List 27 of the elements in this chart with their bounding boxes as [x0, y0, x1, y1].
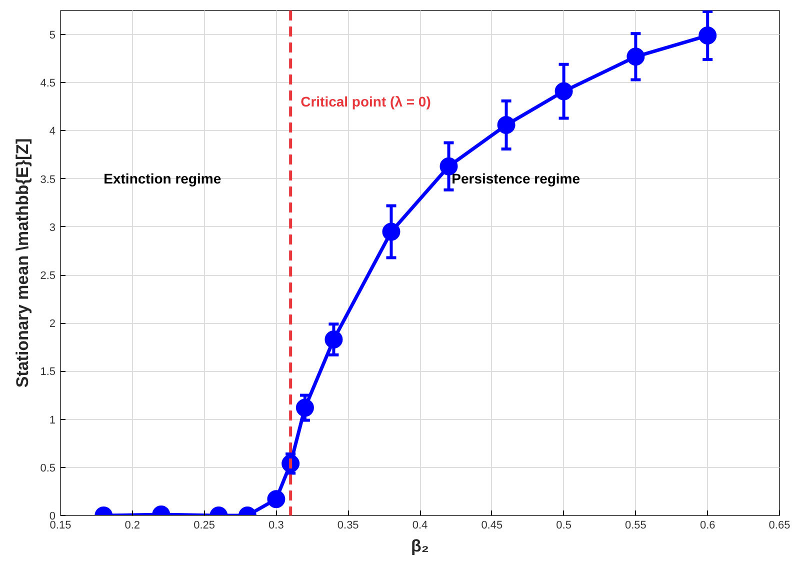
x-tick-label: 0.55 [624, 520, 646, 532]
y-tick-label: 5 [49, 30, 56, 42]
x-tick-label: 0.25 [194, 520, 216, 532]
ref-line-label: Critical point (λ = 0) [300, 93, 431, 110]
annotation: Extinction regime [104, 170, 222, 187]
x-tick-label: 0.45 [481, 520, 503, 532]
y-tick-label: 1 [49, 414, 56, 426]
y-tick-label: 0 [49, 510, 56, 522]
x-tick-label: 0.6 [700, 520, 716, 532]
x-tick-label: 0.35 [337, 520, 359, 532]
y-tick-label: 4 [49, 126, 56, 138]
y-tick-label: 3 [49, 222, 56, 234]
x-tick-label: 0.3 [268, 520, 284, 532]
y-tick-label: 2 [49, 318, 56, 330]
x-tick-label: 0.2 [124, 520, 140, 532]
x-tick-label: 0.15 [50, 520, 72, 532]
y-tick-label: 2.5 [40, 270, 56, 282]
x-tick-label: 0.5 [556, 520, 572, 532]
x-tick-label: 0.4 [412, 520, 428, 532]
y-tick-label: 0.5 [40, 462, 56, 474]
x-tick-label: 0.65 [768, 520, 790, 532]
y-axis-title: Stationary mean \mathbb{E}[Z] [13, 138, 32, 388]
y-tick-label: 4.5 [40, 78, 56, 90]
y-tick-label: 3.5 [40, 174, 56, 186]
x-axis-title: β₂ [411, 536, 429, 556]
y-tick-label: 1.5 [40, 366, 56, 378]
annotation: Persistence regime [452, 170, 580, 187]
